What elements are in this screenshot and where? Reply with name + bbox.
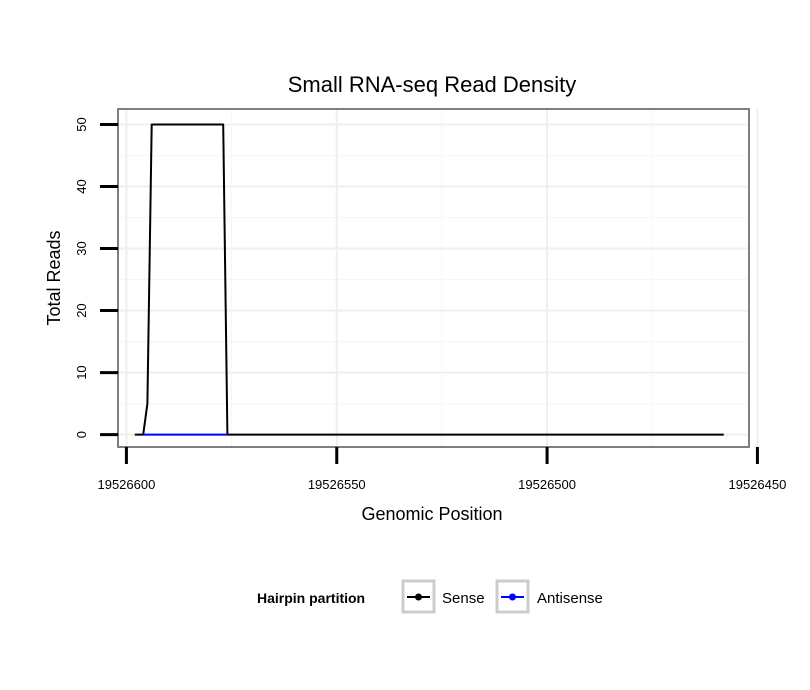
legend-label-sense: Sense: [442, 590, 485, 607]
x-axis: 19526600 19526550 19526500 19526450: [97, 447, 786, 492]
y-tick-label: 10: [74, 365, 89, 379]
series-layer: [134, 123, 724, 436]
y-tick-label: 20: [74, 303, 89, 317]
y-axis: 0 10 20 30 40 50: [74, 117, 118, 438]
y-tick-label: 50: [74, 117, 89, 131]
x-tick-label: 19526500: [518, 477, 576, 492]
legend-label-antisense: Antisense: [537, 590, 603, 607]
legend-title: Hairpin partition: [257, 590, 365, 606]
y-axis-title: Total Reads: [44, 230, 64, 325]
x-axis-title: Genomic Position: [361, 504, 502, 524]
y-tick-label: 40: [74, 179, 89, 193]
x-tick-label: 19526600: [97, 477, 155, 492]
legend: Hairpin partition Sense Antisense: [257, 579, 603, 614]
plot-panel: [117, 108, 750, 448]
grid: [118, 109, 759, 447]
x-tick-label: 19526550: [308, 477, 366, 492]
chart-title: Small RNA-seq Read Density: [288, 72, 577, 97]
y-tick-label: 0: [74, 431, 89, 438]
y-tick-label: 30: [74, 241, 89, 255]
legend-key-sense-point: [415, 593, 422, 601]
legend-key-antisense-point: [509, 593, 516, 601]
x-tick-label: 19526450: [728, 477, 786, 492]
